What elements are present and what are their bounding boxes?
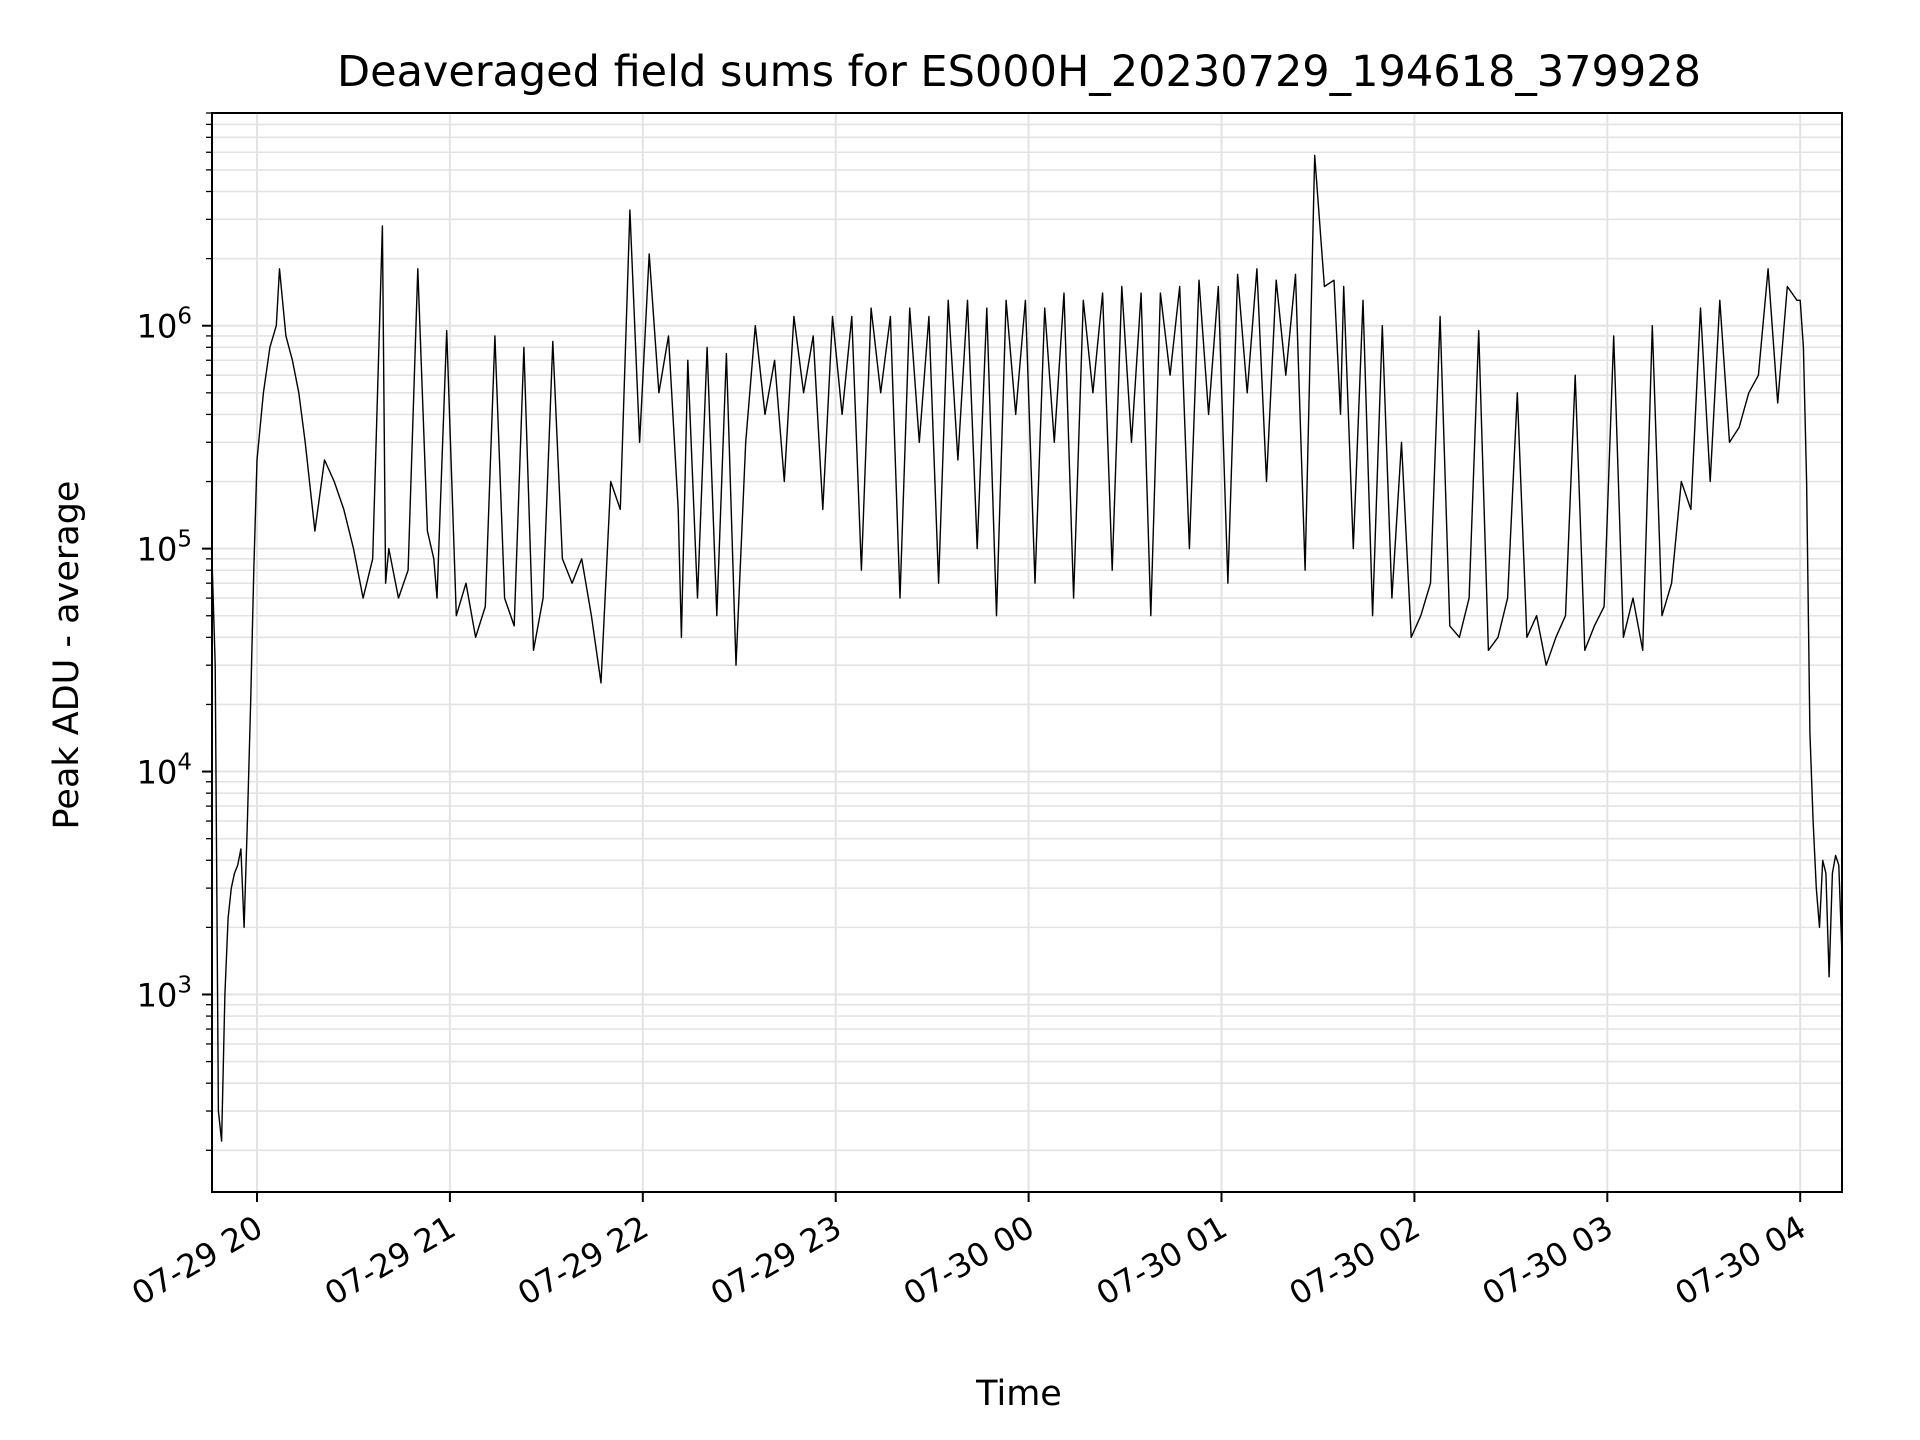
- chart-title: Deaveraged field sums for ES000H_2023072…: [337, 47, 1701, 97]
- grid: [212, 112, 1842, 1192]
- x-tick-label: 07-29 23: [704, 1208, 848, 1313]
- plot-frame: [211, 112, 1843, 1193]
- y-tick-label: 106: [137, 304, 192, 346]
- x-tick-label: 07-30 01: [1090, 1208, 1234, 1313]
- series-line: [211, 154, 1843, 1142]
- x-tick-label: 07-30 02: [1283, 1208, 1427, 1313]
- x-tick-label: 07-30 03: [1476, 1208, 1620, 1313]
- x-tick-label: 07-30 00: [897, 1208, 1041, 1313]
- y-axis-label: Peak ADU - average: [47, 481, 87, 830]
- x-tick-label: 07-29 21: [318, 1208, 462, 1313]
- series-line-group: [211, 154, 1843, 1142]
- axis-ticks: 07-29 20 07-29 21 07-29 22 07-29 23 07-30 00…: [125, 112, 1813, 1313]
- y-tick-label: 103: [137, 972, 192, 1014]
- x-tick-label: 07-29 22: [511, 1208, 655, 1313]
- x-axis-label: Time: [975, 1374, 1062, 1414]
- y-tick-label: 105: [137, 527, 192, 569]
- y-tick-label: 104: [137, 750, 192, 792]
- x-tick-label: 07-30 04: [1669, 1208, 1813, 1313]
- x-tick-label: 07-29 20: [125, 1208, 269, 1313]
